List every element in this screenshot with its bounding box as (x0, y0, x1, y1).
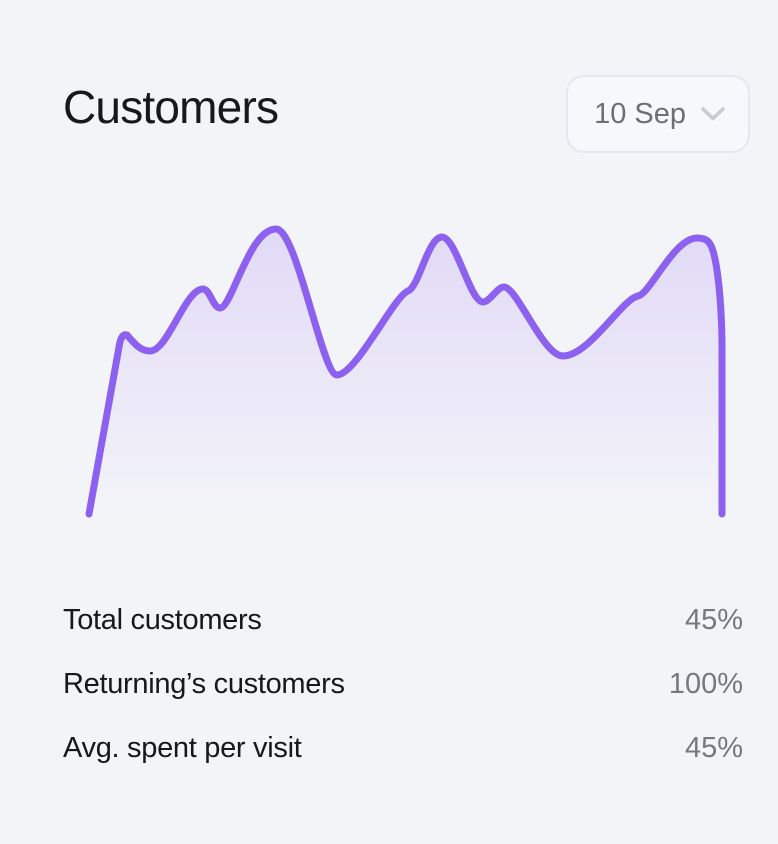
date-range-selector[interactable]: 10 Sep (566, 75, 750, 153)
date-range-label: 10 Sep (594, 97, 686, 130)
chart-line (85, 225, 726, 518)
stat-label: Returning’s customers (63, 667, 345, 700)
stat-row-avg-spent: Avg. spent per visit 45% (63, 716, 743, 780)
area-chart-svg (85, 225, 726, 518)
stat-row-total-customers: Total customers 45% (63, 588, 743, 652)
stat-value: 45% (684, 603, 743, 636)
stat-value: 45% (684, 731, 743, 764)
stat-row-returning-customers: Returning’s customers 100% (63, 652, 743, 716)
stat-label: Avg. spent per visit (63, 731, 302, 764)
chart-area-fill (89, 229, 722, 514)
page-title: Customers (63, 81, 279, 133)
stats-list: Total customers 45% Returning’s customer… (63, 588, 743, 780)
stat-label: Total customers (63, 603, 262, 636)
customers-trend-chart (0, 195, 778, 535)
chevron-down-icon (701, 107, 725, 121)
stat-value: 100% (668, 667, 743, 700)
header: Customers 10 Sep (0, 0, 778, 170)
